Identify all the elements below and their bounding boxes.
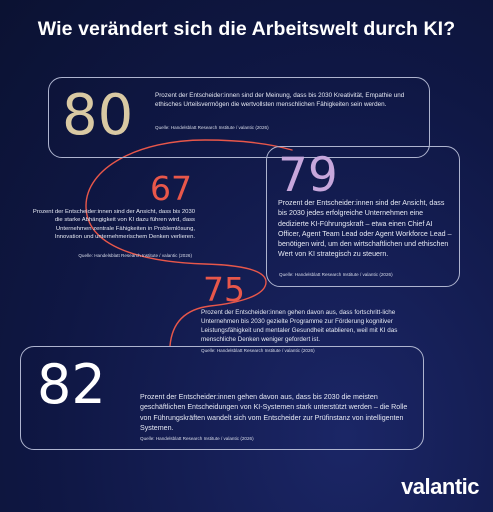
- stat-source-79: Quelle: Handelsblatt Research Institute …: [279, 272, 393, 277]
- stat-box-79: [266, 146, 460, 287]
- stat-text-80: Prozent der Entscheider:innen sind der M…: [155, 92, 405, 108]
- stat-value-75: 75: [203, 270, 245, 309]
- stat-value-79: 79: [278, 148, 338, 203]
- page-title: Wie verändert sich die Arbeitswelt durch…: [37, 18, 456, 40]
- stat-source-75: Quelle: Handelsblatt Research Institute …: [201, 348, 315, 353]
- brand-logo: valantic: [401, 474, 479, 499]
- stat-text-82: Prozent der Entscheider:innen gehen davo…: [140, 393, 408, 432]
- stat-value-82: 82: [37, 353, 106, 416]
- stat-value-67: 67: [150, 169, 192, 208]
- stat-text-79: Prozent der Entscheider:innen sind der A…: [278, 199, 452, 259]
- stat-source-67: Quelle: Handelsblatt Research Institute …: [78, 253, 192, 258]
- stat-text-75: Prozent der Entscheider:innen gehen davo…: [201, 309, 398, 343]
- stat-box-80: [48, 77, 430, 158]
- stat-source-82: Quelle: Handelsblatt Research Institute …: [140, 436, 254, 441]
- stat-box-82: [20, 346, 424, 450]
- stat-source-80: Quelle: Handelsblatt Research Institute …: [155, 125, 269, 130]
- stat-text-67: Prozent der Entscheider:innen sind der A…: [32, 209, 195, 241]
- stat-value-80: 80: [62, 83, 134, 148]
